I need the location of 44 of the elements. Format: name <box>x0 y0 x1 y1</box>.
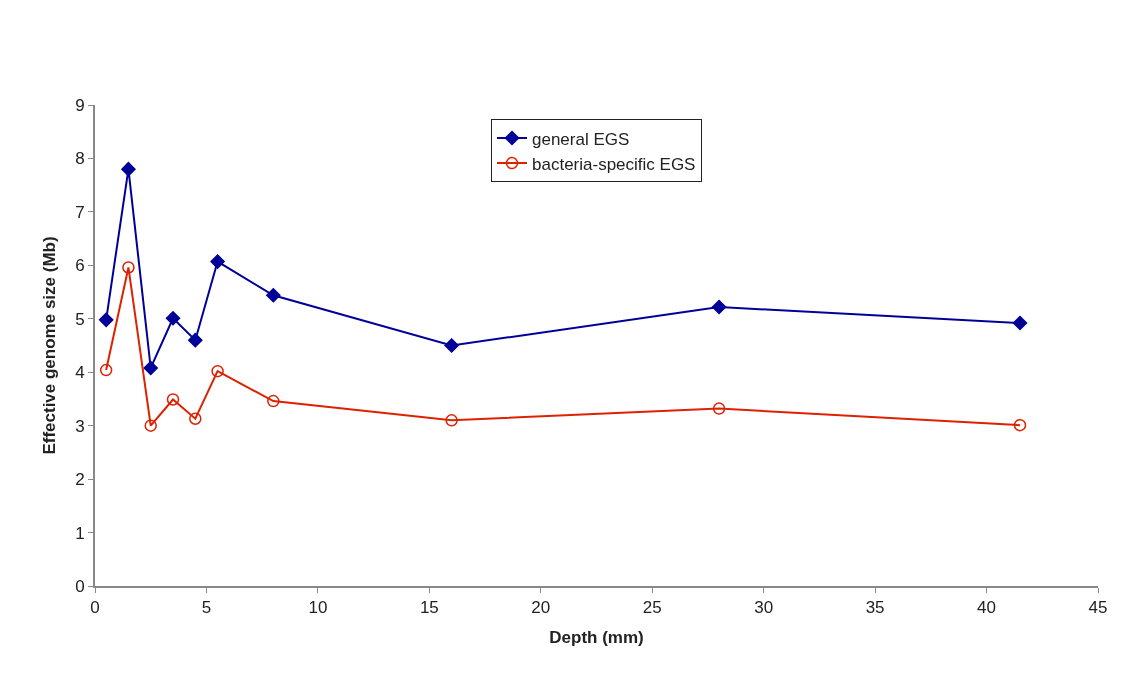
legend-label: general EGS <box>532 129 630 149</box>
point <box>189 412 202 425</box>
point <box>211 364 224 378</box>
point <box>266 288 281 303</box>
x-tick-label: 45 <box>1088 598 1108 618</box>
point <box>712 402 726 415</box>
y-tick-label: 9 <box>75 95 85 115</box>
point <box>711 299 727 315</box>
point <box>1012 315 1028 331</box>
point <box>99 363 113 377</box>
x-axis-title: Depth (mm) <box>549 628 644 648</box>
y-tick-label: 6 <box>75 256 85 276</box>
x-tick-label: 30 <box>754 598 774 618</box>
x-tick-label: 10 <box>308 598 328 618</box>
point <box>188 332 203 348</box>
point <box>1013 418 1027 432</box>
x-tick-label: 0 <box>90 598 100 618</box>
y-tick-label: 3 <box>75 416 85 436</box>
point <box>121 161 136 177</box>
x-tick-label: 5 <box>201 598 212 618</box>
point <box>445 414 458 427</box>
point <box>165 310 181 326</box>
x-tick-label: 20 <box>531 598 551 618</box>
y-tick-label: 2 <box>75 470 85 490</box>
legend-label: bacteria-specific EGS <box>532 154 696 174</box>
point <box>122 261 135 274</box>
x-tick-label: 15 <box>419 598 439 618</box>
y-tick-label: 5 <box>75 309 85 329</box>
y-tick-label: 0 <box>75 576 85 596</box>
y-tick-label: 1 <box>75 523 85 543</box>
point <box>444 338 459 353</box>
point <box>166 393 180 406</box>
x-tick-label: 35 <box>865 598 885 618</box>
point <box>210 254 225 269</box>
y-tick-label: 7 <box>75 202 85 222</box>
point <box>144 419 157 432</box>
x-tick-label: 40 <box>977 598 997 618</box>
point <box>98 312 114 328</box>
y-axis-title: Effective genome size (Mb) <box>40 236 60 455</box>
y-tick-label: 8 <box>75 149 85 169</box>
point <box>267 394 280 408</box>
x-tick-label: 25 <box>642 598 662 618</box>
point <box>143 360 158 376</box>
y-tick-label: 4 <box>75 363 85 383</box>
